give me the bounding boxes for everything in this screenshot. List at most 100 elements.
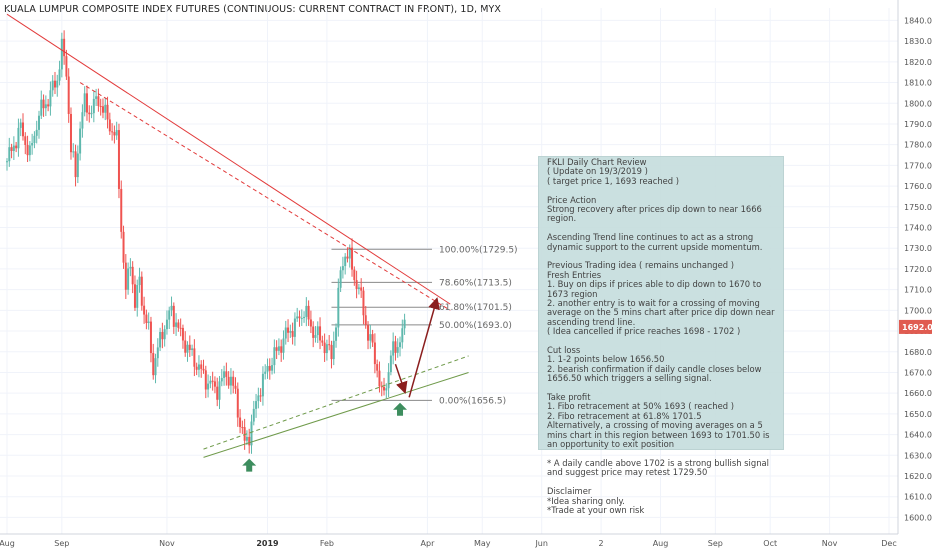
candle-body [120,188,123,232]
candle-body [284,327,287,339]
candle-body [282,338,285,353]
trendline-ascending [203,371,469,458]
candle-body [344,256,347,267]
candle-body [314,335,317,338]
candle-body [47,104,50,107]
y-tick-label: 1600.0 [904,513,932,522]
y-tick-label: 1800.0 [904,99,932,108]
x-tick-label: Aug [0,539,15,548]
candle-body [396,347,399,353]
candle-body [60,38,63,70]
candle-body [316,326,319,336]
candle-body [303,316,306,319]
candle-body [170,305,173,311]
note-paragraph: Disclaimer *Idea sharing only. *Trade at… [547,486,645,515]
candle-body [223,371,226,378]
candle-body [312,326,315,338]
candle-body [319,326,322,341]
candle-body [250,421,253,446]
candle-body [367,325,370,341]
candle-body [218,381,221,400]
candle-body [389,355,392,373]
fib-label: 0.00%(1656.5) [439,396,506,406]
fib-label: 78.60%(1713.5) [439,278,512,288]
y-tick-label: 1720.0 [904,265,932,274]
candle-body [245,436,248,441]
candle-body [133,284,136,308]
candle-body [348,247,351,259]
candle-body [131,266,134,285]
candle-body [161,331,164,340]
candle-body [234,385,237,389]
note-paragraph: Ascending Trend line continues to act as… [547,232,763,252]
candle-body [204,370,207,390]
candle-body [353,269,356,281]
trendline-descending [6,13,451,305]
candle-body [12,145,15,151]
candle-body [341,266,344,271]
y-tick-label: 1830.0 [904,37,932,46]
candle-body [385,388,388,391]
candle-body [200,364,203,369]
candle-body [255,401,258,409]
candle-body [213,381,216,387]
candle-body [287,327,290,333]
x-tick-label: Nov [822,539,838,548]
x-tick-label: Nov [159,539,175,548]
note-paragraph: Cut loss 1. 1-2 points below 1656.50 2. … [547,345,762,384]
candle-body [76,153,79,178]
candle-body [33,135,36,144]
candle-body [195,366,198,370]
candle-body [207,383,210,390]
price-axis: 1600.0 1610.0 1620.0 1630.0 1640.0 1650.0 1660… [897,0,932,534]
candle-body [147,321,150,323]
candle-body [293,318,296,337]
candle-body [376,364,379,371]
candle-body [124,262,127,290]
candle-body [37,115,40,130]
y-tick-label: 1710.0 [904,286,932,295]
candle-body [117,130,120,189]
candle-body [152,353,155,376]
candle-body [373,342,376,365]
candle-body [101,106,104,113]
candle-body [243,427,246,441]
candle-body [309,319,312,327]
candle-body [6,161,8,163]
candle-body [53,80,56,88]
candle-body [111,131,114,133]
candle-body [355,280,358,289]
fib-label: 50.00%(1693.0) [439,321,512,331]
candle-body [300,318,303,320]
candle-body [371,334,374,343]
candle-body [362,290,365,316]
candle-body [17,127,20,149]
candle-body [321,340,324,343]
up-arrow-marker [242,458,257,472]
candle-body [403,319,406,329]
candle-body [387,372,390,389]
note-paragraph: FKLI Daily Chart Review ( Update on 19/3… [547,157,680,186]
candle-body [383,386,386,391]
y-tick-label: 1840.0 [904,16,932,25]
y-tick-label: 1610.0 [904,493,932,502]
candle-body [72,151,75,153]
candle-body [104,104,107,113]
note-paragraph: Price Action Strong recovery after price… [547,194,762,224]
y-tick-label: 1640.0 [904,431,932,440]
y-tick-label: 1680.0 [904,348,932,357]
x-tick-label: Jun [534,539,548,548]
candle-body [232,376,235,386]
x-tick-label: Oct [763,539,777,548]
candle-body [378,370,381,387]
candle-body [179,327,182,329]
candle-body [188,344,191,350]
up-arrow-marker [393,402,408,416]
x-tick-label: Apr [421,539,436,548]
candle-body [88,112,91,115]
candle-body [211,380,214,382]
candle-body [143,305,146,315]
candle-body [335,327,338,341]
candle-body [26,144,29,156]
